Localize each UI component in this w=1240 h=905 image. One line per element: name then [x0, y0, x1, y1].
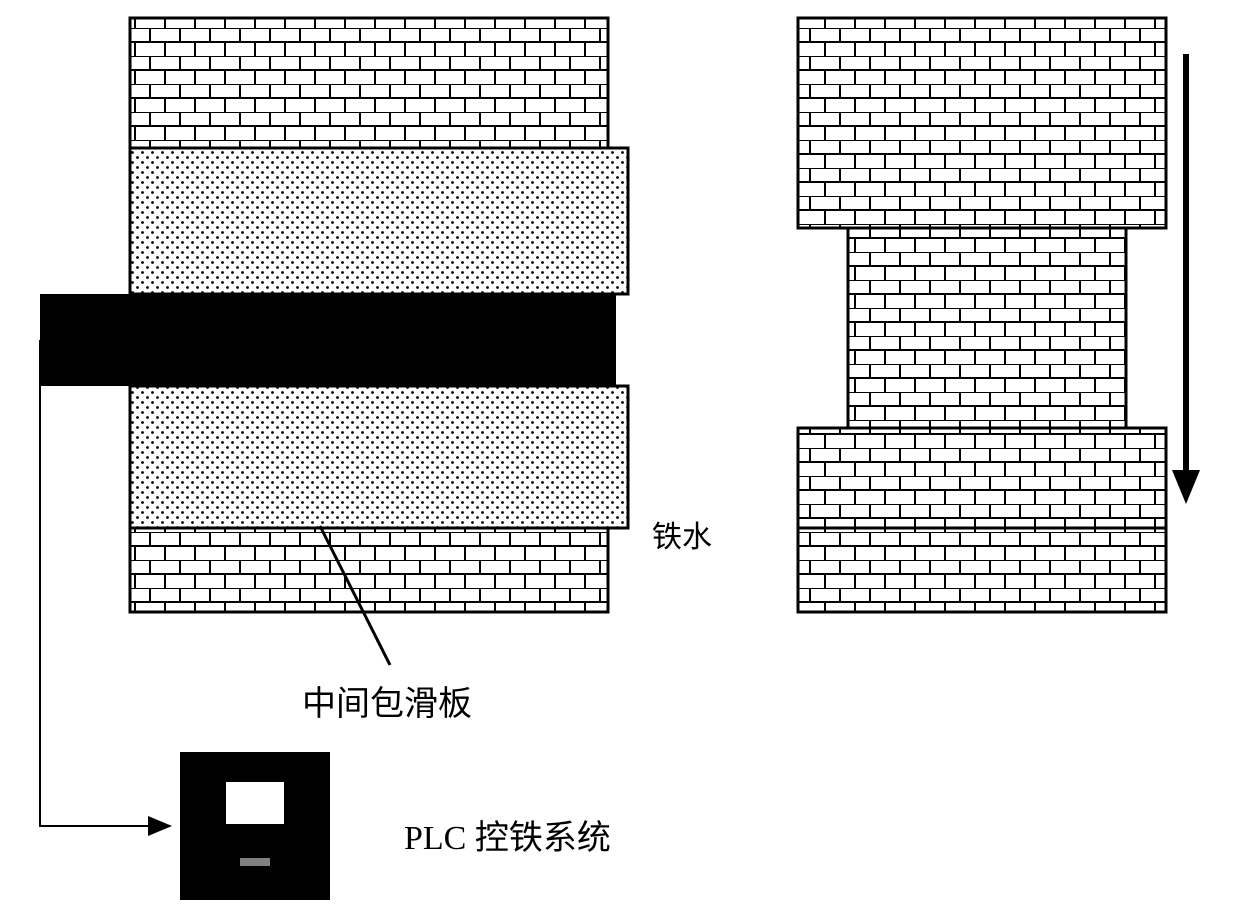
plc-screen — [226, 782, 284, 824]
left-lower-dots — [130, 386, 628, 528]
diagram-svg — [0, 0, 1240, 905]
right-mid-brick — [848, 228, 1126, 428]
right-bot-brick — [798, 528, 1166, 612]
flow-arrow-head — [1172, 470, 1200, 504]
left-top-brick — [130, 18, 608, 148]
right-low-brick — [798, 428, 1166, 528]
label-tundish-slide: 中间包滑板 — [302, 676, 472, 725]
slide-gate-bar — [40, 294, 616, 386]
diagram-stage: 铁水 中间包滑板 PLC 控铁系统 — [0, 0, 1240, 905]
plc-box — [180, 752, 330, 900]
label-plc-system: PLC 控铁系统 — [404, 810, 611, 859]
plc-slot — [240, 858, 270, 866]
left-upper-dots — [130, 148, 628, 294]
label-iron-water: 铁水 — [652, 512, 712, 556]
left-bottom-brick — [130, 528, 608, 612]
right-top-brick — [798, 18, 1166, 228]
